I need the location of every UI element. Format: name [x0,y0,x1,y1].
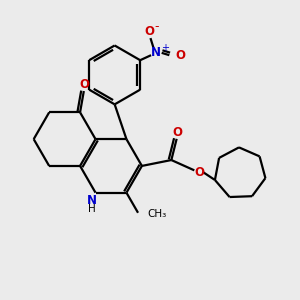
Text: O: O [144,25,154,38]
Text: H: H [88,204,96,214]
Text: CH₃: CH₃ [148,209,167,219]
Text: +: + [160,44,169,53]
Text: O: O [195,166,205,179]
Text: O: O [80,78,89,91]
Text: -: - [154,20,159,33]
Text: N: N [87,194,97,207]
Text: O: O [175,49,185,62]
Text: O: O [172,126,182,140]
Text: N: N [152,46,161,59]
